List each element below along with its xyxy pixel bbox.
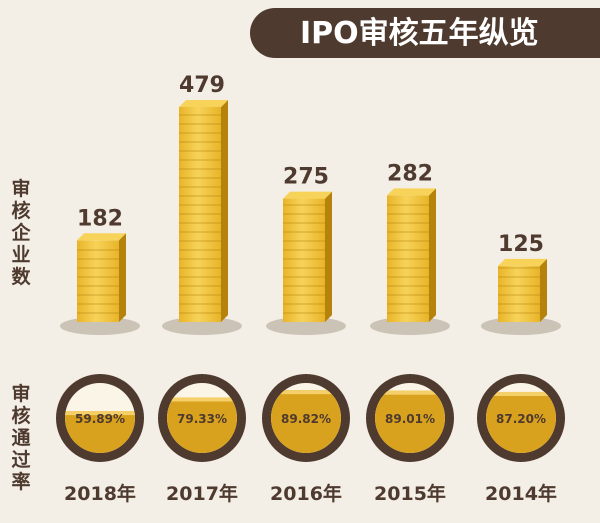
value-label: 479 (179, 73, 225, 98)
bar-side (119, 233, 126, 322)
bar-side (325, 191, 332, 322)
bar-side (540, 258, 547, 322)
pass-rate-label: 89.82% (281, 412, 331, 426)
ylabel-pass-rate: 审核通过率 (11, 383, 31, 493)
bar-top (283, 191, 332, 199)
bar (162, 100, 242, 335)
bar-front (498, 265, 540, 322)
category-label: 2018年 (64, 482, 136, 505)
donut-fill-surface (486, 391, 556, 396)
pass-rate-donut (366, 374, 454, 462)
pass-rate-label: 59.89% (75, 412, 125, 426)
category-label: 2015年 (374, 482, 446, 505)
title-banner (250, 8, 600, 58)
bar-top (179, 100, 228, 107)
pass-rate-donut (158, 374, 246, 462)
bar (266, 191, 346, 335)
chart-title: IPO审核五年纵览 (300, 16, 539, 51)
bar-side (429, 188, 436, 322)
pass-rate-label: 89.01% (385, 412, 435, 426)
category-label: 2017年 (166, 482, 238, 505)
bar-front (77, 240, 119, 322)
pass-rate-label: 79.33% (177, 412, 227, 426)
bar-top (498, 258, 547, 266)
value-label: 275 (283, 165, 329, 190)
donut-fill (486, 391, 556, 453)
bar-side (221, 100, 228, 322)
value-label: 125 (498, 232, 544, 257)
donut-fill-surface (271, 390, 341, 395)
donut-fill-surface (65, 411, 135, 416)
donut-fill (167, 397, 237, 453)
pass-rate-donut (262, 374, 350, 462)
bar-top (77, 233, 126, 241)
donut-fill (271, 390, 341, 453)
category-label: 2016年 (270, 482, 342, 505)
bar-top (387, 188, 436, 196)
pass-rate-label: 87.20% (496, 412, 546, 426)
value-label: 282 (387, 161, 433, 186)
bar-front (283, 198, 325, 322)
ylabel-count: 审核企业数 (11, 178, 31, 288)
donut-fill-surface (167, 397, 237, 402)
donut-fill-surface (375, 390, 445, 395)
donut-fill (375, 390, 445, 453)
bar (481, 258, 561, 335)
value-label: 182 (77, 206, 123, 231)
bar (60, 233, 140, 335)
category-label: 2014年 (485, 482, 557, 505)
bar (370, 188, 450, 335)
pass-rate-donut (477, 374, 565, 462)
pass-rate-donut (56, 374, 144, 462)
